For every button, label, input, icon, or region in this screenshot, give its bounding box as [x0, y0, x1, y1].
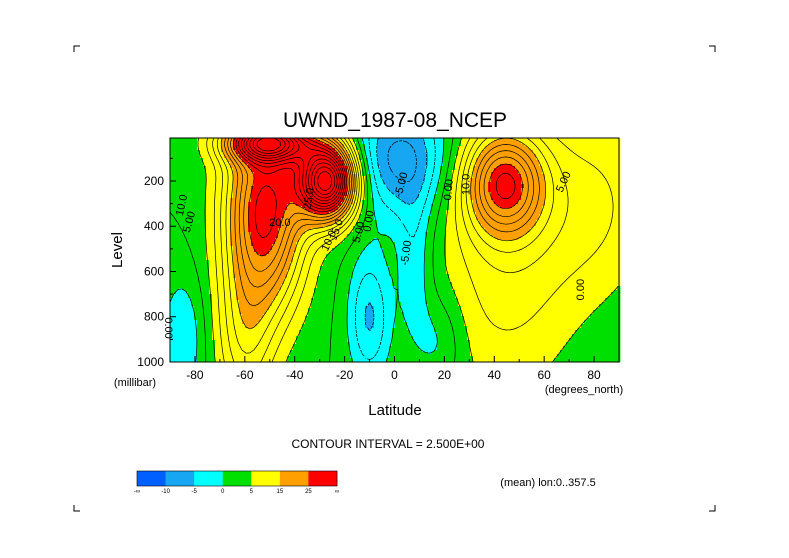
- corner-mark-top-left: [74, 46, 80, 52]
- contour-field: [170, 138, 620, 362]
- corner-mark-bottom-left: [74, 505, 80, 511]
- corner-mark-top-right: [709, 46, 715, 52]
- chart-title: UWND_1987-08_NCEP: [283, 109, 507, 132]
- ferret-contour-chart: UWND_1987-08_NCEP 10.05.00 20.025.015.010…: [0, 0, 789, 558]
- corner-mark-bottom-right: [709, 505, 715, 511]
